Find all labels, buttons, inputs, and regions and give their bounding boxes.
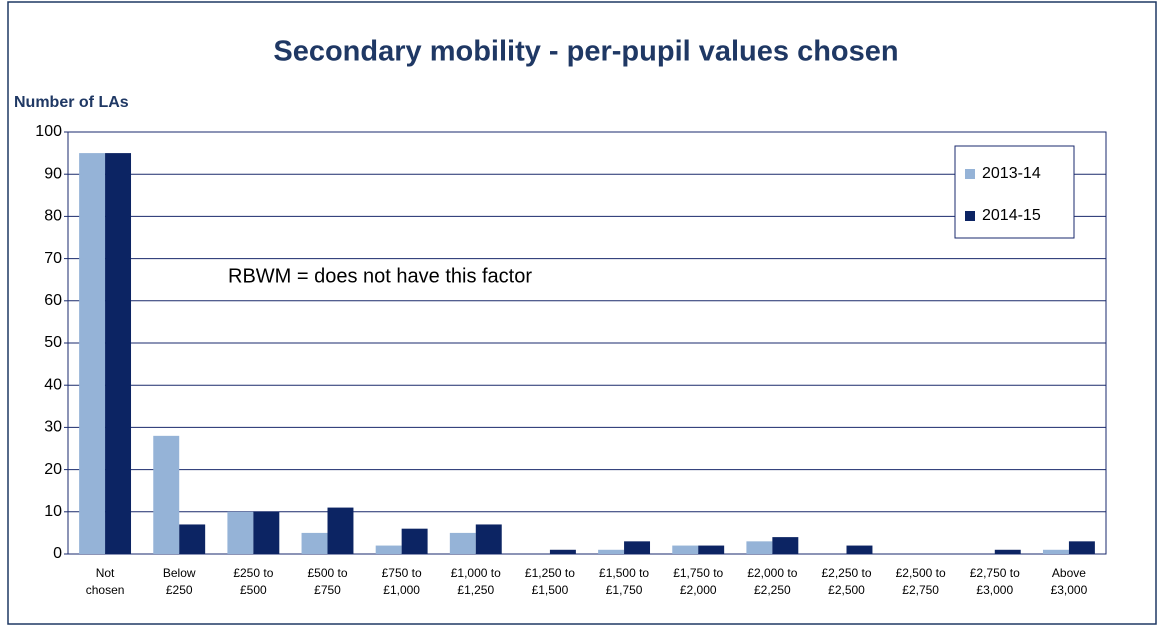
x-tick-label: £2,500 to £2,750 — [896, 566, 946, 597]
bar — [772, 537, 799, 554]
bar — [179, 524, 206, 554]
legend-label: 2013-14 — [982, 165, 1041, 182]
x-tick-label: £500 to £750 — [307, 566, 347, 597]
x-tick-label-line: Below — [163, 566, 196, 580]
y-tick-label: 100 — [35, 123, 62, 140]
annotation: RBWM = does not have this factor — [228, 265, 532, 287]
x-tick-label-line: £2,750 to — [970, 566, 1020, 580]
y-tick-label: 0 — [53, 545, 62, 562]
bar — [253, 511, 280, 554]
bar — [1042, 549, 1069, 554]
x-tick-label-line: Not — [96, 566, 115, 580]
y-tick-label: 80 — [44, 208, 62, 225]
chart-title: Secondary mobility - per-pupil values ch… — [273, 36, 898, 68]
y-tick-label: 90 — [44, 165, 62, 182]
x-tick-label-line: £3,000 — [976, 583, 1013, 597]
y-tick-label: 20 — [44, 461, 62, 478]
x-tick-label: Above £3,000 — [1051, 566, 1088, 597]
x-tick-label-line: £2,250 to — [821, 566, 871, 580]
chart-frame — [7, 1, 1157, 625]
bar — [994, 549, 1021, 554]
plot-area — [67, 131, 1107, 555]
x-tick-label-line: £3,000 — [1051, 583, 1088, 597]
x-tick-label-line: £2,500 to — [896, 566, 946, 580]
x-tick-label-line: £1,750 — [606, 583, 643, 597]
x-tick-label-line: £500 to — [307, 566, 347, 580]
x-tick-label: £1,500 to £1,750 — [599, 566, 649, 597]
bar — [624, 541, 651, 554]
x-tick-label-line: £250 to — [233, 566, 273, 580]
x-tick-label-line: Above — [1052, 566, 1086, 580]
x-tick-label: £2,250 to £2,500 — [821, 566, 871, 597]
bar — [153, 435, 180, 554]
legend-swatch — [965, 169, 975, 179]
x-tick-label: £1,750 to £2,000 — [673, 566, 723, 597]
x-tick-label: £2,000 to £2,250 — [747, 566, 797, 597]
x-tick-label: £2,750 to £3,000 — [970, 566, 1020, 597]
x-tick-label-line: £2,750 — [902, 583, 939, 597]
x-tick-label-line: £750 — [314, 583, 341, 597]
bar — [746, 541, 773, 554]
y-tick-label: 30 — [44, 419, 62, 436]
bar — [549, 549, 576, 554]
y-tick-label: 50 — [44, 334, 62, 351]
legend-label: 2014-15 — [982, 207, 1041, 224]
bar — [401, 528, 428, 554]
x-tick-label: £1,000 to £1,250 — [451, 566, 501, 597]
x-tick-label: Below £250 — [163, 566, 196, 597]
x-tick-label-line: £1,500 — [532, 583, 569, 597]
bar — [327, 507, 354, 554]
x-tick-label-line: £1,000 — [383, 583, 420, 597]
x-tick-label-line: £2,250 — [754, 583, 791, 597]
x-tick-label-line: £1,000 to — [451, 566, 501, 580]
bar — [698, 545, 725, 554]
x-tick-label-line: £750 to — [382, 566, 422, 580]
bar — [475, 524, 502, 554]
x-tick-label: £750 to £1,000 — [382, 566, 422, 597]
bar — [227, 511, 254, 554]
y-tick-label: 10 — [44, 503, 62, 520]
x-tick-label-line: £1,250 to — [525, 566, 575, 580]
x-tick-label-line: £2,500 — [828, 583, 865, 597]
x-tick-label-line: chosen — [86, 583, 125, 597]
bar — [846, 545, 873, 554]
y-tick-label: 60 — [44, 292, 62, 309]
bar — [672, 545, 699, 554]
x-tick-label-line: £2,000 to — [747, 566, 797, 580]
x-tick-label-line: £500 — [240, 583, 267, 597]
bar — [449, 532, 476, 554]
bar — [105, 153, 132, 554]
bar — [1068, 541, 1095, 554]
x-tick-label-line: £2,000 — [680, 583, 717, 597]
bar — [301, 532, 328, 554]
x-tick-label-line: £1,250 — [457, 583, 494, 597]
x-tick-label: £1,250 to £1,500 — [525, 566, 575, 597]
y-tick-label: 40 — [44, 376, 62, 393]
bar — [598, 549, 625, 554]
x-tick-label: £250 to £500 — [233, 566, 273, 597]
x-tick-label: Not chosen — [86, 566, 125, 597]
legend-box — [954, 145, 1075, 239]
legend-swatch — [965, 211, 975, 221]
x-tick-label-line: £250 — [166, 583, 193, 597]
y-axis-label: Number of LAs — [14, 94, 129, 111]
bar — [79, 153, 106, 554]
y-tick-label: 70 — [44, 250, 62, 267]
bar — [375, 545, 402, 554]
x-tick-label-line: £1,750 to — [673, 566, 723, 580]
x-tick-label-line: £1,500 to — [599, 566, 649, 580]
